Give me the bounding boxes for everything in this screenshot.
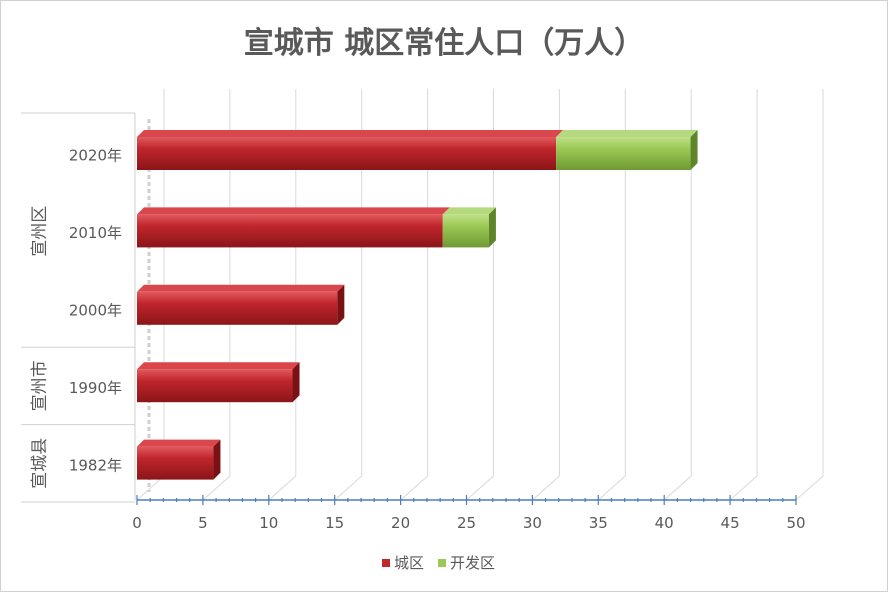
gridline-floor <box>597 475 626 501</box>
bar-城区-1990年 <box>137 369 293 403</box>
bar-城区-2020年-top <box>137 130 564 137</box>
bar-开发区-2010年-top <box>442 207 496 215</box>
gridline-floor <box>729 475 758 501</box>
legend-swatch-城区 <box>382 559 390 567</box>
bar-城区-1982年 <box>137 446 214 480</box>
value-tick-label: 0 <box>132 514 142 532</box>
gridline-floor <box>268 475 297 501</box>
bar-城区-2000年-top <box>137 284 345 292</box>
value-tick-label: 20 <box>391 514 410 532</box>
bar-开发区-2020年-top <box>556 130 698 137</box>
gridline-floor <box>466 475 494 501</box>
value-tick-label: 5 <box>198 514 208 532</box>
legend-label-城区: 城区 <box>394 554 424 572</box>
bar-城区-2000年-side <box>337 284 345 325</box>
bar-开发区-2010年 <box>442 214 489 248</box>
group-label: 宣城县 <box>30 438 50 489</box>
bar-城区-2000年 <box>137 291 338 325</box>
gridline-floor <box>334 475 363 501</box>
value-tick-label: 10 <box>259 514 278 532</box>
value-tick-label: 45 <box>721 514 740 532</box>
bar-开发区-2010年-side <box>488 207 496 248</box>
legend-label-开发区: 开发区 <box>450 554 495 572</box>
category-label: 1982年 <box>69 456 122 474</box>
bar-城区-1982年-side <box>213 439 221 480</box>
bar-城区-1990年-side <box>292 362 300 403</box>
value-axis: 0 5 10 15 20 25 30 35 40 45 50 <box>132 495 806 532</box>
value-tick-label: 30 <box>523 514 542 532</box>
gridline-floor <box>795 475 824 501</box>
category-label: 1990年 <box>69 379 122 397</box>
category-label: 2020年 <box>69 147 122 165</box>
gridline-floor <box>136 475 165 501</box>
gridline-floor <box>663 475 692 501</box>
bar-城区-1982年-top <box>137 439 221 447</box>
gridline-floor <box>400 475 428 501</box>
bar-开发区-2020年-side <box>690 130 698 170</box>
group-label: 宣州区 <box>30 206 50 257</box>
value-tick-label: 35 <box>589 514 608 532</box>
category-label: 2010年 <box>69 224 122 242</box>
legend: 城区 开发区 <box>382 554 495 572</box>
gridline-floor <box>202 475 231 501</box>
value-tick-label: 40 <box>655 514 674 532</box>
value-tick-label: 25 <box>457 514 476 532</box>
legend-swatch-开发区 <box>438 559 446 567</box>
gridline-floor <box>532 475 560 501</box>
group-label: 宣州市 <box>30 360 50 411</box>
bar-开发区-2020年 <box>556 137 691 170</box>
category-label: 2000年 <box>69 302 122 320</box>
bar-城区-2020年 <box>137 137 557 170</box>
value-tick-label: 15 <box>325 514 344 532</box>
bar-城区-2010年-top <box>137 207 450 215</box>
value-tick-label: 50 <box>786 514 805 532</box>
bar-城区-1990年-top <box>137 362 300 370</box>
bars <box>137 130 698 480</box>
bar-城区-2010年 <box>137 214 443 248</box>
chart-title: 宣城市 城区常住人口（万人） <box>244 26 644 61</box>
